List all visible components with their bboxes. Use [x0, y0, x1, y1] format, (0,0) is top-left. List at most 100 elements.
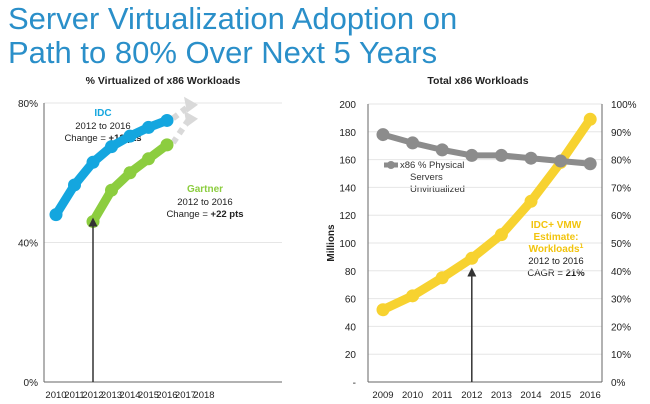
gartner-data-point: [160, 138, 174, 152]
left-x-tick-label: 2012: [82, 390, 103, 401]
gartner-change: Change = +22 pts: [166, 209, 243, 220]
right-left-y-tick-label: 140: [339, 183, 356, 194]
workloads-period: 2012 to 2016: [528, 256, 583, 267]
slide-title: Server Virtualization Adoption on Path t…: [8, 2, 648, 70]
gartner-data-point: [123, 166, 137, 180]
workloads-data-point: [494, 228, 508, 242]
left-x-tick-label: 2016: [156, 390, 177, 401]
left-x-tick-label: 2014: [119, 390, 140, 401]
right-right-y-tick-label: 0%: [611, 378, 626, 389]
workloads-data-point: [583, 112, 597, 126]
left-x-tick-label: 2015: [138, 390, 159, 401]
gartner-data-point: [142, 152, 155, 166]
right-left-y-tick-label: 180: [339, 128, 356, 139]
idc-data-point: [68, 178, 81, 192]
right-left-y-tick-label: 20: [345, 350, 357, 361]
gartner-period: 2012 to 2016: [177, 197, 232, 208]
physical-data-point: [376, 128, 390, 142]
workloads-data-point: [406, 289, 420, 303]
right-left-y-tick-label: 100: [339, 239, 356, 250]
right-x-tick-label: 2013: [491, 390, 512, 401]
physical-data-point: [524, 151, 538, 165]
right-right-y-tick-label: 90%: [611, 128, 631, 139]
physical-label-line-2: Servers: [410, 172, 443, 183]
idc-change-prefix: Change =: [64, 133, 108, 144]
right-x-tick-label: 2009: [372, 390, 393, 401]
right-x-tick-label: 2010: [402, 390, 423, 401]
gartner-change-value: +22 pts: [211, 209, 244, 220]
workloads-label-line-2: Estimate:: [533, 232, 578, 243]
workloads-data-point: [524, 194, 538, 208]
physical-legend-marker: [387, 161, 395, 169]
physical-data-point: [465, 148, 479, 162]
idc-data-point: [86, 155, 100, 169]
right-chart-title: Total x86 Workloads: [427, 75, 528, 87]
gartner-label: Gartner: [187, 184, 223, 195]
left-x-tick-label: 2010: [45, 390, 66, 401]
left-x-tick-label: 2011: [64, 390, 84, 401]
left-chart-title: % Virtualized of x86 Workloads: [86, 75, 241, 87]
physical-data-point: [554, 154, 568, 168]
idc-projection-arrowhead: [184, 96, 198, 113]
idc-data-point: [49, 208, 63, 222]
right-x-tick-label: 2015: [550, 390, 571, 401]
right-left-y-tick-label: 80: [345, 267, 357, 278]
left-y-tick-label: 80%: [18, 99, 38, 110]
slide-title-line-1: Server Virtualization Adoption on: [8, 1, 458, 36]
right-x-tick-label: 2012: [461, 390, 482, 401]
idc-data-point: [105, 140, 118, 154]
idc-projection-arrow: [171, 104, 190, 121]
right-x-tick-label: 2011: [432, 390, 452, 401]
physical-label-line-3: Unvirtualized: [410, 184, 465, 195]
physical-data-point: [406, 136, 420, 150]
right-left-y-tick-label: 60: [345, 295, 357, 306]
gartner-data-point: [105, 183, 118, 197]
idc-label: IDC: [94, 108, 111, 119]
workloads-label-line-3: Workloads1: [529, 243, 584, 255]
physical-data-point: [494, 148, 508, 162]
right-right-y-tick-label: 100%: [611, 100, 637, 111]
workloads-cagr: CAGR = 21%: [527, 268, 585, 279]
right-right-y-tick-label: 80%: [611, 156, 631, 167]
workloads-cagr-prefix: CAGR =: [527, 268, 565, 279]
physical-label-line-1: x86 % Physical: [400, 160, 464, 171]
physical-data-point: [435, 143, 449, 157]
workloads-data-point: [435, 271, 449, 285]
right-left-y-tick-label: 200: [339, 100, 356, 111]
workloads-footnote-sup: 1: [580, 243, 584, 250]
workloads-data-point: [465, 251, 479, 265]
left-y-tick-label: 40%: [18, 239, 38, 250]
left-x-tick-label: 2017: [175, 390, 196, 401]
left-x-tick-label: 2013: [101, 390, 122, 401]
idc-data-point: [160, 113, 174, 127]
physical-data-point: [583, 157, 597, 171]
right-right-y-tick-label: 60%: [611, 211, 631, 222]
idc-period: 2012 to 2016: [75, 121, 130, 132]
right-right-y-tick-label: 10%: [611, 350, 631, 361]
right-right-y-tick-label: 40%: [611, 267, 631, 278]
workloads-data-point: [376, 303, 390, 317]
right-x-tick-label: 2014: [520, 390, 541, 401]
right-y-axis-label: Millions: [326, 224, 337, 262]
left-x-tick-label: 2018: [193, 390, 214, 401]
workloads-label-line-1: IDC+ VMW: [531, 220, 582, 231]
right-right-y-tick-label: 20%: [611, 322, 631, 333]
left-y-tick-label: 0%: [24, 378, 39, 389]
right-right-y-tick-label: 70%: [611, 183, 631, 194]
right-right-y-tick-label: 50%: [611, 239, 631, 250]
right-right-y-tick-label: 30%: [611, 295, 631, 306]
right-left-y-tick-label: 160: [339, 156, 356, 167]
idc-data-point: [123, 129, 137, 143]
workloads-cagr-value: 21%: [566, 268, 586, 279]
right-left-y-tick-label: 40: [345, 322, 357, 333]
right-left-y-tick-label: 120: [339, 211, 356, 222]
gartner-change-prefix: Change =: [166, 209, 210, 220]
workloads-label-text: Workloads: [529, 244, 580, 255]
right-x-tick-label: 2016: [580, 390, 601, 401]
slide-title-line-2: Path to 80% Over Next 5 Years: [8, 35, 438, 70]
gartner-projection-arrow: [170, 119, 191, 145]
right-left-y-tick-label: -: [353, 378, 356, 389]
idc-data-point: [142, 120, 155, 134]
gartner-projection-arrowhead: [184, 110, 198, 127]
